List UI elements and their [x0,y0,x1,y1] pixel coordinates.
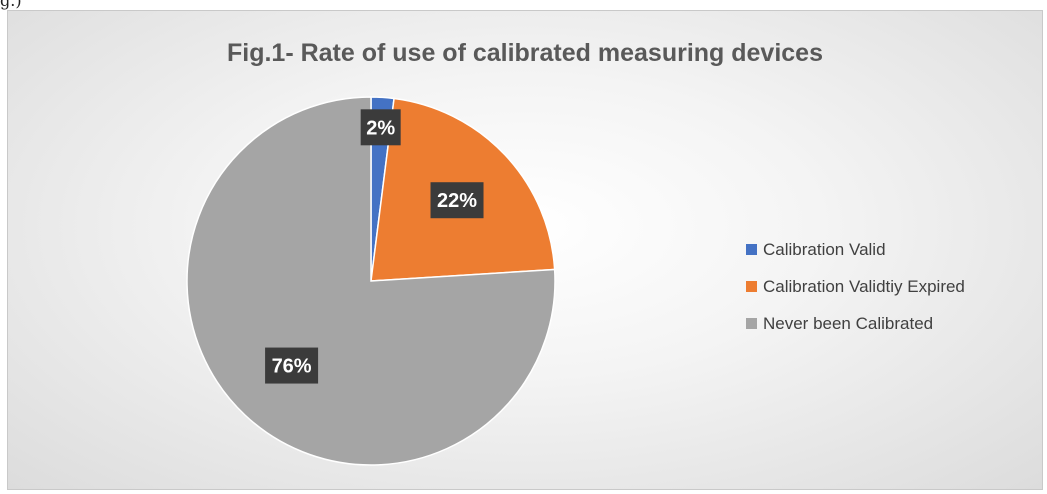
legend-item-calibration-valid: Calibration Valid [746,231,965,268]
pie-plot: 2% 22% 76% [186,96,556,466]
legend-swatch [746,281,757,292]
page-fragment-text: g.) [0,0,22,10]
data-label-calibration-valid: 2% [360,109,401,146]
legend-swatch [746,318,757,329]
data-label-box [360,109,401,146]
legend-item-never-been-calibrated: Never been Calibrated [746,305,965,342]
pie-slices [186,96,556,466]
pie-data-labels: 2% 22% 76% [265,109,484,384]
legend-label: Calibration Validtiy Expired [763,276,965,296]
chart-legend: Calibration Valid Calibration Validtiy Ex… [746,231,965,342]
data-label-text: 22% [437,190,477,212]
data-label-text: 2% [366,117,395,139]
legend-label: Never been Calibrated [763,313,934,333]
data-label-never-been-calibrated: 76% [265,347,319,384]
data-label-box [430,182,484,219]
legend-swatch [746,244,757,255]
legend-item-calibration-validtiy-expired: Calibration Validtiy Expired [746,268,965,305]
data-label-calibration-validtiy-expired: 22% [430,182,484,219]
chart-area: Fig.1- Rate of use of calibrated measuri… [7,10,1043,490]
legend-label: Calibration Valid [763,239,886,259]
chart-title: Fig.1- Rate of use of calibrated measuri… [226,39,823,67]
data-label-text: 76% [272,356,312,378]
data-label-box [265,347,319,384]
